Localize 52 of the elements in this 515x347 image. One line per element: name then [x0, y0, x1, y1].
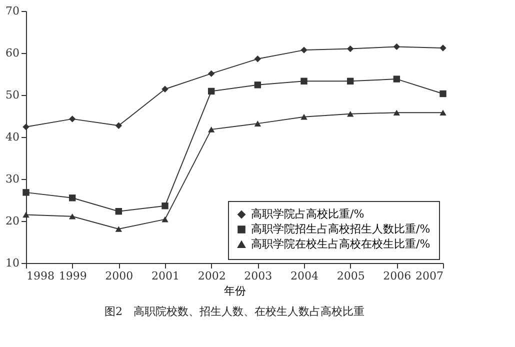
point [440, 90, 446, 98]
point [254, 120, 262, 126]
point [115, 208, 122, 215]
point [22, 124, 30, 130]
point [346, 78, 354, 84]
y-tick-label: 20 [6, 214, 20, 228]
legend-label: 高职学院在校生占高校在校生比重/% [251, 238, 430, 250]
point [393, 110, 400, 116]
x-tick-label: 1999 [58, 270, 87, 282]
x-tick-label: 2005 [336, 270, 365, 282]
y-tick-label: 10 [6, 256, 20, 270]
x-tick-label: 2007 [416, 270, 444, 282]
point [208, 70, 215, 77]
point [393, 76, 400, 82]
x-tick-label: 2006 [383, 270, 412, 282]
x-tick-label: 2004 [290, 270, 318, 282]
point [115, 122, 122, 130]
point [254, 56, 262, 62]
point [300, 78, 308, 84]
x-tick-label: 2003 [244, 270, 272, 282]
point [162, 216, 168, 222]
point [440, 110, 446, 116]
point [440, 44, 446, 52]
point [300, 46, 308, 54]
y-tick-label: 40 [6, 130, 20, 144]
y-tick-label: 70 [6, 4, 20, 18]
point [300, 114, 308, 120]
point [68, 194, 76, 202]
point [22, 212, 30, 218]
x-axis-title: 年份 [224, 284, 246, 298]
legend-label: 高职学院招生占高校招生人数比重/% [251, 222, 430, 236]
point [254, 82, 262, 88]
point [162, 86, 168, 92]
point [68, 116, 76, 122]
y-tick-label: 30 [6, 172, 20, 186]
point [346, 110, 354, 117]
point [393, 43, 400, 50]
x-tick-label: 1998 [26, 270, 54, 282]
point [68, 213, 76, 220]
y-tick-label: 50 [6, 88, 20, 102]
point [346, 45, 354, 52]
point [208, 88, 215, 95]
point [208, 126, 215, 132]
x-tick-label: 2000 [105, 270, 134, 282]
text: 图2 高职院校数、招生人数、在校生人数占高校比重 [104, 305, 364, 318]
point [162, 202, 168, 210]
legend-label: 高职学院占高校比重/% [251, 208, 364, 220]
point [22, 189, 30, 196]
x-tick-label: 2002 [198, 270, 226, 282]
point [115, 226, 122, 232]
y-tick-label: 60 [6, 46, 20, 60]
x-tick-label: 2001 [152, 270, 180, 282]
